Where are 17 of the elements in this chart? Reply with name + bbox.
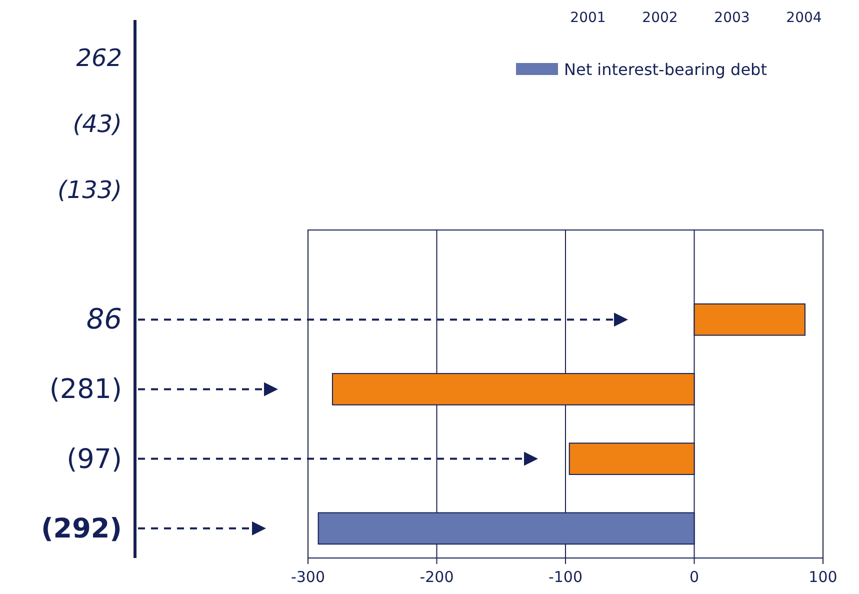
text: 2003 [714, 10, 750, 26]
x-tick-label: 100 [808, 568, 838, 586]
text: 2002 [642, 10, 678, 26]
text: 2004 [786, 10, 822, 26]
y-tick-label: (97) [66, 444, 122, 475]
text: (133) [57, 176, 122, 204]
x-tick-label: -100 [548, 568, 583, 586]
y-tick-label: (292) [40, 513, 122, 544]
text: 262 [76, 44, 122, 72]
text: 2001 [570, 10, 606, 26]
x-tick-label: -200 [420, 568, 454, 586]
y-tick-label: 86 [86, 302, 122, 336]
x-tick-label: 0 [689, 568, 700, 586]
x-tick-label: -300 [290, 568, 326, 586]
text: (43) [72, 110, 122, 138]
legend-label: Net interest-bearing debt [564, 60, 767, 79]
y-tick-label: (281) [49, 374, 122, 406]
